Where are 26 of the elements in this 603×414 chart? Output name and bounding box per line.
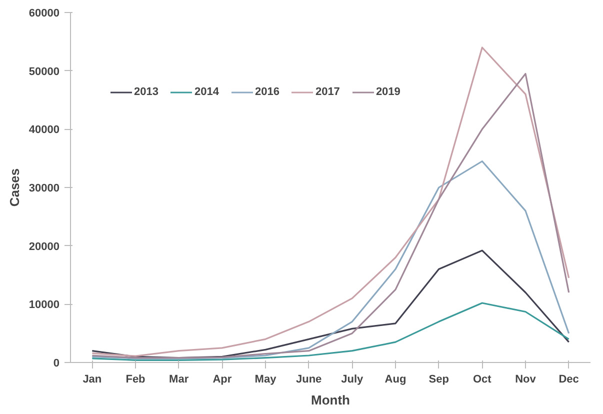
- x-tick-label: May: [254, 374, 278, 386]
- x-tick-label: Oct: [473, 374, 492, 386]
- y-tick-label: 30000: [28, 182, 60, 194]
- legend-label: 2017: [315, 86, 340, 98]
- y-tick-label: 10000: [28, 299, 60, 312]
- legend-label: 2016: [254, 86, 280, 98]
- x-tick-label: Sep: [428, 374, 450, 386]
- x-tick-label: Feb: [126, 374, 146, 386]
- x-tick-label: Dec: [558, 374, 579, 386]
- y-tick-label: 60000: [28, 8, 60, 20]
- x-tick-label: Nov: [515, 374, 537, 386]
- y-tick-label: 20000: [28, 240, 60, 253]
- x-tick-label: Mar: [169, 374, 190, 386]
- x-tick-label: Jan: [82, 374, 102, 386]
- y-tick-label: 50000: [28, 66, 60, 78]
- legend-label: 2019: [376, 86, 400, 98]
- y-tick-label: 40000: [28, 124, 60, 136]
- x-tick-label: Apr: [212, 374, 232, 386]
- x-tick-label: Aug: [384, 374, 406, 386]
- x-tick-label: June: [296, 374, 322, 386]
- legend-label: 2014: [194, 86, 219, 98]
- x-tick-label: July: [341, 374, 364, 386]
- x-axis-title: Month: [311, 392, 350, 408]
- y-axis-title: Cases: [6, 168, 22, 207]
- legend-label: 2013: [134, 86, 158, 98]
- y-tick-label: 0: [53, 358, 60, 370]
